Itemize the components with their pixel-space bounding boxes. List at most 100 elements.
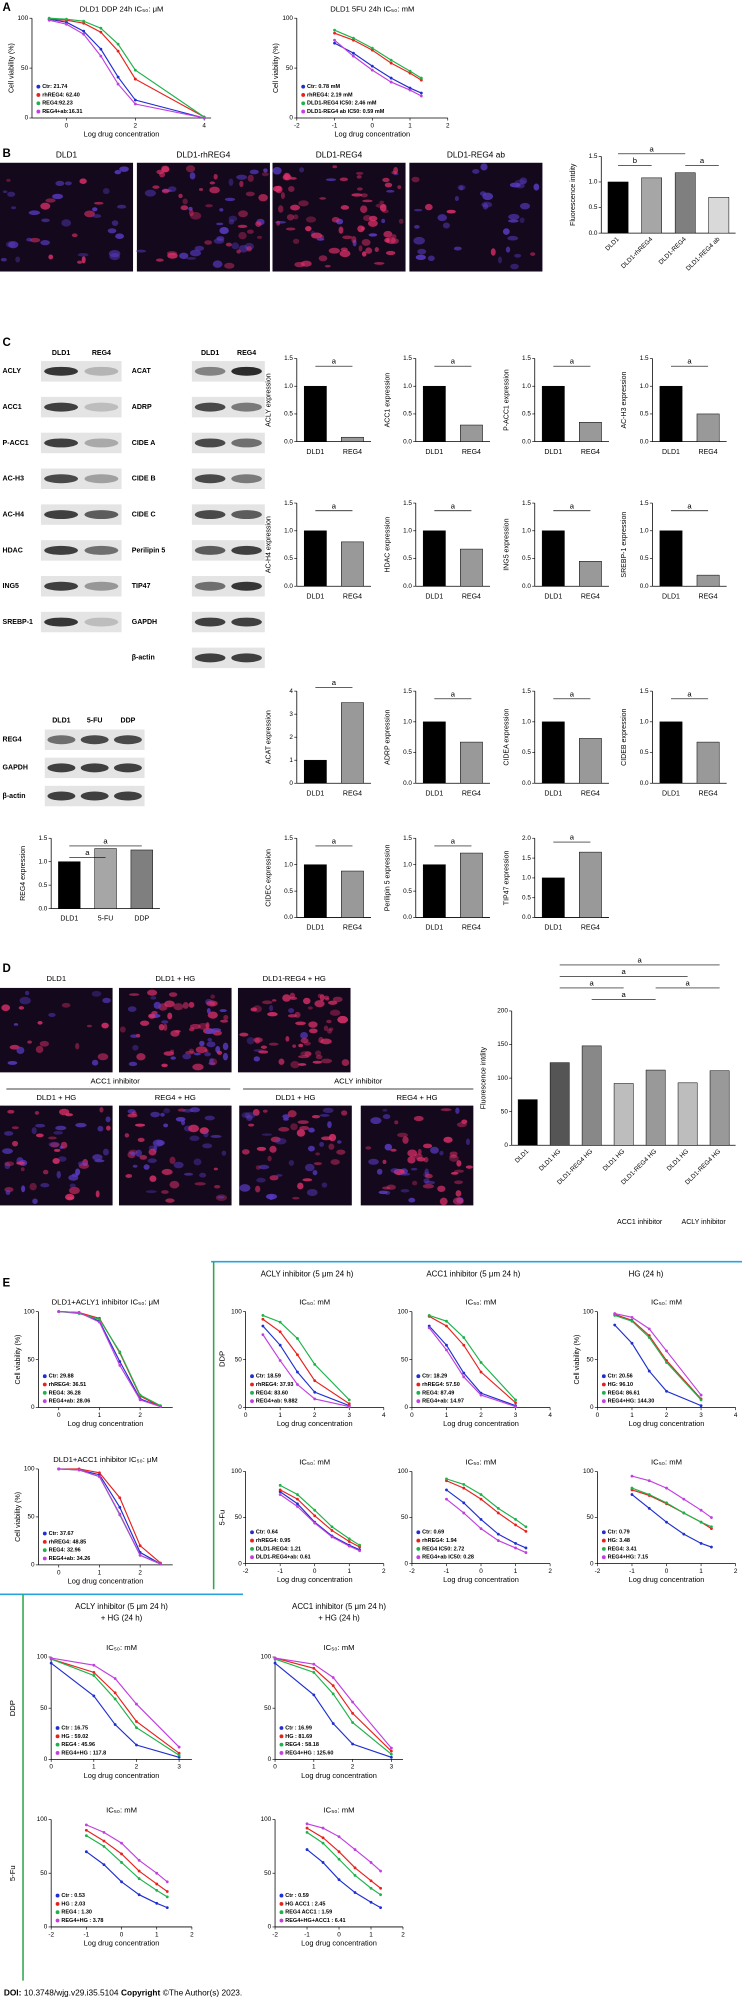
cell bbox=[2, 1148, 13, 1155]
cell bbox=[48, 1012, 56, 1017]
point bbox=[138, 1544, 142, 1548]
point bbox=[333, 41, 336, 45]
chart-title: DLD1 5FU 24h IC₅₀: mM bbox=[330, 4, 414, 13]
y-tick-label: 100 bbox=[583, 1468, 594, 1475]
legend-entry: REG4: 83.60 bbox=[256, 1390, 288, 1396]
y-tick-label: 100 bbox=[282, 15, 293, 22]
bar bbox=[579, 422, 602, 442]
bar bbox=[541, 385, 565, 442]
y-axis-label: P-ACC1 expression bbox=[503, 369, 510, 431]
curve bbox=[631, 1494, 712, 1548]
y-tick-label: 100 bbox=[37, 1654, 48, 1661]
point bbox=[445, 1343, 448, 1347]
cell bbox=[336, 1149, 346, 1155]
y-axis-label: Fluorescence intdity bbox=[480, 1046, 487, 1109]
blot-band bbox=[84, 438, 119, 448]
cell bbox=[323, 1025, 329, 1032]
point bbox=[296, 1383, 299, 1386]
point bbox=[389, 61, 393, 65]
legend-marker bbox=[55, 1918, 60, 1923]
y-tick-label: 0 bbox=[289, 780, 293, 787]
point bbox=[65, 20, 68, 24]
x-tick-label: REG4 bbox=[699, 449, 718, 456]
blot-band bbox=[231, 581, 262, 591]
point bbox=[261, 1324, 265, 1328]
point bbox=[261, 1314, 265, 1317]
cell bbox=[398, 218, 404, 224]
point bbox=[202, 116, 206, 120]
panel-letter: A bbox=[3, 2, 11, 14]
cell bbox=[299, 167, 305, 173]
cell bbox=[360, 205, 368, 213]
legend-entry: REG4: 87.49 bbox=[422, 1390, 454, 1396]
bar bbox=[341, 541, 364, 587]
legend-entry: HG : 59.02 bbox=[61, 1734, 88, 1740]
cell bbox=[446, 209, 456, 214]
blot-band bbox=[194, 366, 226, 376]
cell bbox=[84, 210, 96, 218]
cell bbox=[237, 224, 248, 229]
cell bbox=[327, 1029, 333, 1034]
cell bbox=[204, 1052, 212, 1057]
cell bbox=[319, 994, 325, 1002]
legend-marker bbox=[301, 109, 306, 114]
y-tick-label: 100 bbox=[583, 1308, 594, 1315]
row-label: 5-Fu bbox=[218, 1510, 227, 1526]
cell bbox=[315, 1054, 323, 1060]
y-tick-label: 100 bbox=[397, 1468, 408, 1475]
cell bbox=[163, 1123, 169, 1128]
annotation: a bbox=[638, 955, 643, 964]
cell bbox=[255, 221, 262, 227]
cell bbox=[163, 1023, 168, 1031]
point bbox=[135, 1726, 138, 1730]
y-tick-label: 50 bbox=[264, 1705, 272, 1712]
y-tick-label: 2.0 bbox=[522, 835, 531, 842]
point bbox=[84, 1834, 88, 1838]
chart-title: IC₅₀: mM bbox=[466, 1298, 497, 1307]
point bbox=[347, 1398, 351, 1402]
x-axis-label: Log drug concentration bbox=[68, 1576, 144, 1585]
legend-entry: Ctr: 0.78 mM bbox=[307, 84, 340, 90]
x-tick-label: DLD1 HG bbox=[538, 1148, 563, 1173]
point bbox=[352, 54, 355, 58]
blot-label: ADRP bbox=[132, 404, 152, 411]
point bbox=[116, 75, 120, 79]
cell bbox=[204, 1115, 215, 1121]
cell bbox=[28, 210, 41, 216]
annotation: a bbox=[570, 833, 575, 842]
cell bbox=[189, 1023, 201, 1030]
cell bbox=[219, 227, 229, 235]
y-tick-label: 1.0 bbox=[403, 861, 412, 868]
point bbox=[347, 1537, 351, 1541]
cell bbox=[140, 1020, 150, 1026]
cell bbox=[68, 1186, 80, 1195]
cell bbox=[411, 176, 420, 183]
cell bbox=[297, 1063, 307, 1066]
point bbox=[710, 1525, 713, 1529]
point bbox=[514, 1401, 517, 1405]
point bbox=[77, 1311, 81, 1314]
cell bbox=[169, 1180, 180, 1189]
cell bbox=[161, 165, 170, 173]
bar bbox=[696, 413, 720, 442]
cell bbox=[397, 185, 402, 189]
cell bbox=[247, 174, 254, 182]
point bbox=[524, 1546, 528, 1550]
chart-title: IC₅₀: mM bbox=[466, 1458, 497, 1467]
bar bbox=[303, 864, 327, 918]
point bbox=[84, 1850, 88, 1854]
cell bbox=[256, 1146, 267, 1151]
point bbox=[84, 1823, 88, 1827]
point bbox=[647, 1493, 651, 1496]
legend-entry: rhREG4: 37.93 bbox=[256, 1382, 294, 1388]
cell bbox=[308, 1021, 318, 1028]
legend-entry: REG4 IC50: 2.72 bbox=[422, 1546, 464, 1552]
cell bbox=[208, 1061, 216, 1066]
cell bbox=[296, 1129, 306, 1137]
legend-marker bbox=[279, 1918, 284, 1923]
point bbox=[155, 1888, 159, 1892]
point bbox=[82, 21, 86, 25]
cell bbox=[161, 1020, 169, 1024]
cell bbox=[77, 1161, 88, 1166]
x-tick-label: DDP bbox=[134, 916, 149, 923]
